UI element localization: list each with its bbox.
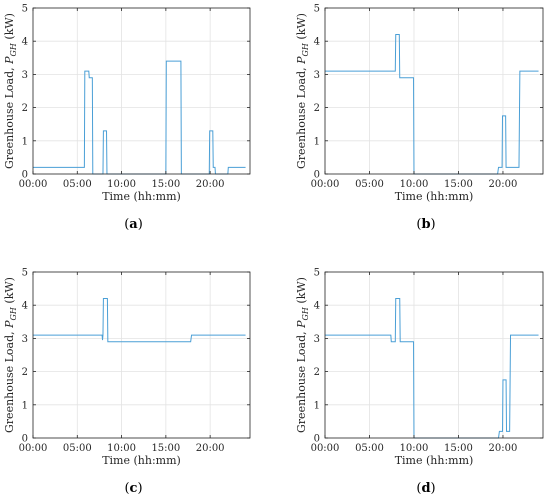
y-tick-label: 3 (22, 70, 28, 81)
y-axis-label: Greenhouse Load, PGH (kW) (3, 13, 18, 169)
y-tick-label: 3 (314, 334, 320, 345)
y-tick-label: 5 (22, 4, 28, 15)
x-tick-label: 20:00 (196, 179, 225, 190)
y-tick-label: 2 (22, 367, 28, 378)
y-tick-label: 3 (314, 70, 320, 81)
plot-area (33, 272, 250, 438)
plot-area (325, 8, 543, 174)
x-tick-label: 15:00 (151, 443, 180, 454)
x-tick-label: 10:00 (400, 179, 429, 190)
y-tick-label: 0 (314, 434, 320, 445)
y-axis-label: Greenhouse Load, PGH (kW) (295, 13, 310, 169)
x-axis-label: Time (hh:mm) (395, 454, 474, 467)
x-axis-label: Time (hh:mm) (102, 454, 181, 467)
plot-area (33, 8, 250, 174)
y-tick-label: 0 (22, 170, 28, 181)
series-line (33, 60, 246, 175)
y-tick-label: 0 (22, 434, 28, 445)
x-tick-label: 05:00 (355, 179, 384, 190)
y-axis-label: Greenhouse Load, PGH (kW) (295, 277, 310, 433)
y-tick-label: 4 (22, 301, 28, 312)
x-tick-label: 00:00 (311, 443, 340, 454)
panel-label: (a) (124, 217, 143, 232)
x-tick-label: 00:00 (19, 443, 48, 454)
x-tick-label: 05:00 (63, 443, 92, 454)
y-tick-label: 5 (314, 4, 320, 15)
chart-panel-a: 00:00 05:00 10:00 15:00 20:00 0 1 2 3 4 5 Time (hh:… (3, 4, 251, 232)
axes-box (324, 271, 544, 439)
x-tick-label: 05:00 (63, 179, 92, 190)
x-tick-label: 10:00 (107, 443, 136, 454)
y-tick-label: 4 (22, 37, 28, 48)
chart-panel-d: 00:00 05:00 10:00 15:00 20:00 0 1 2 3 4 5 Time (hh:… (295, 268, 544, 496)
x-axis-label: Time (hh:mm) (395, 190, 474, 203)
x-tick-label: 00:00 (311, 179, 340, 190)
panel-label: (d) (416, 481, 435, 496)
x-tick-label: 10:00 (400, 443, 429, 454)
y-tick-label: 4 (314, 301, 320, 312)
chart-panel-b: 00:00 05:00 10:00 15:00 20:00 0 1 2 3 4 5 Time (hh:… (295, 4, 544, 232)
x-tick-label: 15:00 (444, 179, 473, 190)
x-tick-label: 00:00 (19, 179, 48, 190)
x-tick-label: 15:00 (444, 443, 473, 454)
x-axis-label: Time (hh:mm) (102, 190, 181, 203)
x-tick-label: 15:00 (151, 179, 180, 190)
axes-box (32, 271, 251, 439)
y-tick-label: 5 (22, 268, 28, 279)
x-tick-label: 10:00 (107, 179, 136, 190)
axes-box (324, 7, 544, 175)
y-tick-label: 4 (314, 37, 320, 48)
y-tick-label: 1 (314, 400, 320, 411)
axes-box (32, 7, 251, 175)
y-tick-label: 2 (314, 103, 320, 114)
y-tick-label: 3 (22, 334, 28, 345)
y-tick-label: 5 (314, 268, 320, 279)
y-tick-label: 0 (314, 170, 320, 181)
y-tick-label: 2 (314, 367, 320, 378)
y-tick-label: 1 (22, 400, 28, 411)
chart-panel-c: 00:00 05:00 10:00 15:00 20:00 0 1 2 3 4 5 Time (hh:… (3, 268, 251, 496)
x-tick-label: 20:00 (489, 179, 518, 190)
y-tick-label: 2 (22, 103, 28, 114)
panel-label: (b) (416, 217, 435, 232)
y-tick-label: 1 (22, 136, 28, 147)
x-tick-label: 20:00 (489, 443, 518, 454)
y-tick-label: 1 (314, 136, 320, 147)
series-line (33, 298, 246, 343)
panel-label: (c) (124, 481, 142, 496)
y-axis-label: Greenhouse Load, PGH (kW) (3, 277, 18, 433)
series-line (325, 34, 539, 175)
x-tick-label: 20:00 (196, 443, 225, 454)
x-tick-label: 05:00 (355, 443, 384, 454)
